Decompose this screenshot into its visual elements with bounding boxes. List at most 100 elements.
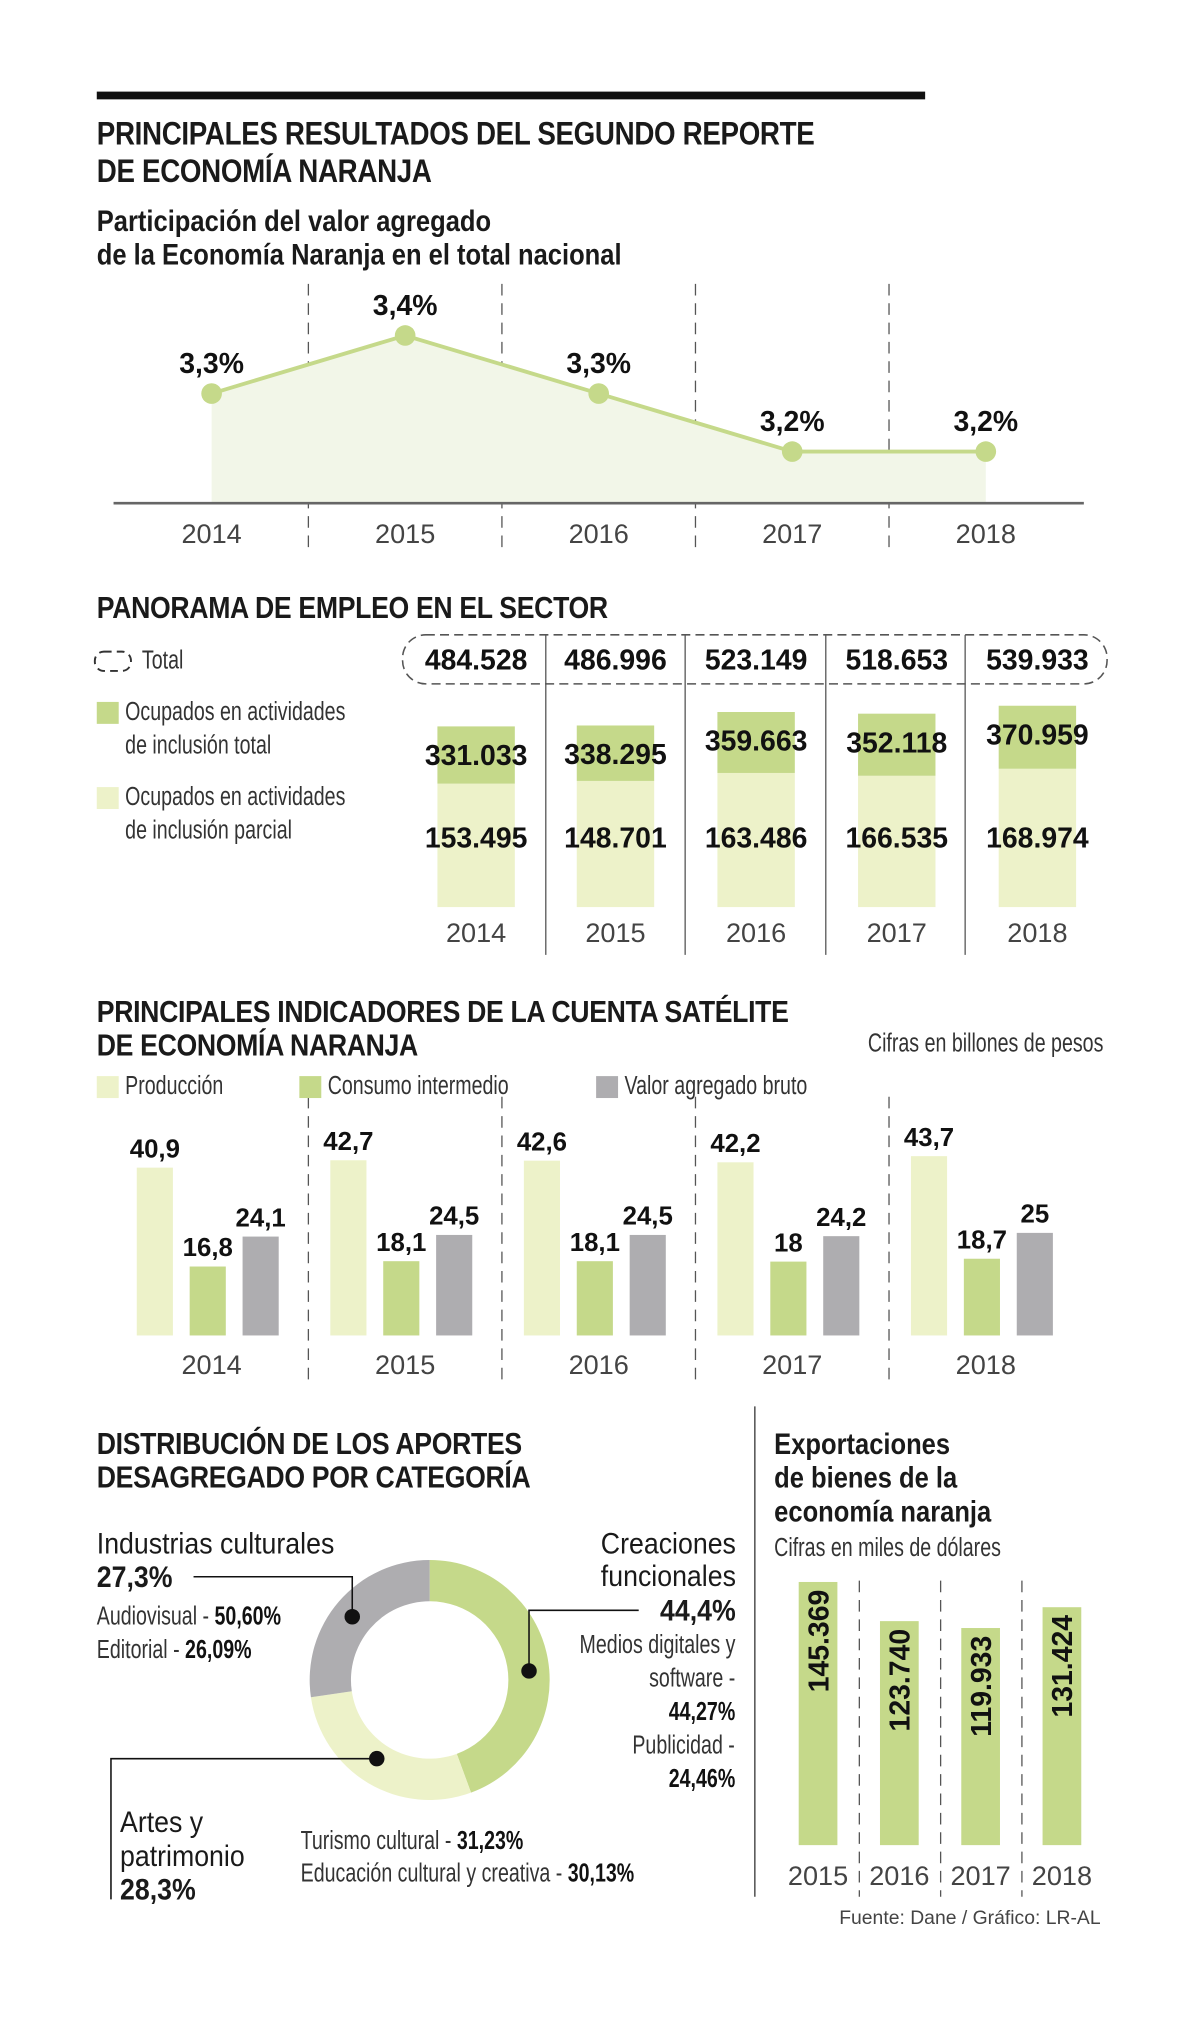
- bar-value-label: 42,7: [323, 1128, 373, 1156]
- top-rule: [96, 91, 926, 100]
- export-bar: [1042, 1607, 1082, 1846]
- donut-slice: [310, 1691, 472, 1800]
- bar-value-label: 42,6: [517, 1128, 567, 1156]
- bar-produccion: [136, 1167, 173, 1336]
- legend-inclusion-total-swatch: [96, 701, 119, 724]
- bar-valor: [823, 1236, 860, 1336]
- legend-produccion-label: Producción: [125, 1072, 224, 1101]
- line-chart-title-line2: de la Economía Naranja en el total nacio…: [96, 237, 622, 271]
- leader-dot: [344, 1609, 360, 1625]
- data-point: [394, 325, 416, 346]
- exports-title-line1: Exportaciones: [774, 1427, 951, 1461]
- bar-value-label: 18: [774, 1229, 803, 1257]
- bar-segment-lower: [998, 768, 1077, 908]
- x-tick-label: 2014: [181, 518, 241, 549]
- inclusion-parcial-label: 166.535: [845, 823, 948, 855]
- source-credit: Fuente: Dane / Gráfico: LR-AL: [839, 1907, 1101, 1929]
- legend-inclusion-parcial-line2: de inclusión parcial: [125, 816, 292, 846]
- artes-detail-2: Educación cultural y creativa - 30,13%: [300, 1859, 635, 1888]
- inclusion-total-label: 370.959: [986, 719, 1089, 751]
- industrias-name: Industrias culturales: [96, 1526, 335, 1560]
- bar-value-label: 24,5: [623, 1203, 673, 1231]
- bar-consumo: [576, 1261, 613, 1336]
- leader-line-artes: [110, 1757, 377, 1900]
- bar-segment-upper: [998, 705, 1077, 769]
- bar-value-label: 24,2: [816, 1204, 866, 1232]
- legend-valor-label: Valor agregado bruto: [624, 1072, 808, 1101]
- x-tick-label: 2016: [869, 1860, 929, 1891]
- bar-segment-upper: [437, 726, 515, 784]
- data-point: [201, 383, 222, 404]
- legend-inclusion-parcial-swatch: [96, 787, 119, 810]
- x-tick-label: 2017: [762, 1349, 822, 1380]
- legend-total-label: Total: [141, 646, 184, 675]
- bar-produccion: [910, 1156, 948, 1336]
- data-point: [975, 441, 997, 462]
- bar-value-label: 18,1: [376, 1229, 426, 1257]
- x-tick-label: 2014: [446, 917, 506, 948]
- inclusion-parcial-label: 168.974: [986, 823, 1089, 855]
- export-bar: [879, 1621, 919, 1846]
- page-title-line1: PRINCIPALES RESULTADOS DEL SEGUNDO REPOR…: [96, 116, 815, 153]
- data-label: 3,2%: [760, 406, 825, 438]
- bar-segment-lower: [717, 772, 795, 908]
- creaciones-detail-1-line2: software -: [649, 1664, 736, 1693]
- x-tick-label: 2015: [375, 1349, 435, 1380]
- bar-segment-lower: [437, 783, 515, 908]
- total-label: 484.528: [425, 645, 528, 677]
- bar-value-label: 16,8: [183, 1234, 233, 1262]
- data-label: 3,2%: [953, 406, 1018, 438]
- artes-detail-1: Turismo cultural - 31,23%: [300, 1827, 524, 1856]
- total-label: 518.653: [845, 645, 948, 677]
- creaciones-detail-1-line1: Medios digitales y: [579, 1630, 736, 1660]
- bar-segment-upper: [717, 712, 795, 773]
- x-tick-label: 2018: [1007, 917, 1067, 948]
- x-tick-label: 2015: [788, 1860, 848, 1891]
- exports-unit-note: Cifras en miles de dólares: [774, 1534, 1001, 1563]
- total-label: 523.149: [705, 645, 808, 677]
- bar-segment-upper: [858, 713, 936, 776]
- bar-value-label: 42,2: [710, 1130, 760, 1158]
- creaciones-detail-2-value: 24,46%: [668, 1765, 736, 1794]
- leader-dot: [521, 1663, 537, 1679]
- x-tick-label: 2016: [569, 518, 629, 549]
- inclusion-total-label: 359.663: [705, 726, 808, 758]
- export-bar: [798, 1581, 838, 1846]
- export-value-label: 131.424: [1047, 1615, 1079, 1718]
- legend-inclusion-total-line2: de inclusión total: [125, 731, 272, 760]
- inclusion-parcial-label: 163.486: [705, 823, 808, 855]
- total-label: 539.933: [986, 645, 1089, 677]
- legend-produccion-swatch: [96, 1076, 119, 1099]
- artes-value: 28,3%: [119, 1872, 196, 1906]
- bar-consumo: [770, 1261, 807, 1336]
- bar-value-label: 18,1: [570, 1229, 620, 1257]
- x-tick-label: 2016: [726, 917, 786, 948]
- total-label: 486.996: [564, 645, 667, 677]
- bar-consumo: [383, 1261, 420, 1336]
- inclusion-total-label: 352.118: [846, 727, 947, 759]
- bar-value-label: 43,7: [904, 1124, 954, 1152]
- bar-value-label: 24,1: [236, 1204, 286, 1232]
- inclusion-total-label: 331.033: [425, 740, 528, 772]
- inclusion-total-label: 338.295: [564, 739, 667, 771]
- bar-value-label: 24,5: [429, 1203, 479, 1231]
- x-tick-label: 2017: [762, 518, 822, 549]
- inclusion-parcial-label: 148.701: [564, 823, 667, 855]
- indicators-title-line2: DE ECONOMÍA NARANJA: [96, 1028, 419, 1064]
- donut-slice: [309, 1559, 430, 1698]
- bar-value-label: 25: [1020, 1201, 1049, 1229]
- data-point: [588, 383, 610, 404]
- page-title-line2: DE ECONOMÍA NARANJA: [96, 153, 432, 190]
- leader-dot: [369, 1750, 385, 1767]
- employment-title: PANORAMA DE EMPLEO EN EL SECTOR: [96, 590, 608, 626]
- total-row-outline: [401, 634, 1108, 685]
- exports-title-line3: economía naranja: [774, 1494, 992, 1528]
- export-value-label: 123.740: [885, 1629, 917, 1732]
- line-chart-title-line1: Participación del valor agregado: [96, 203, 492, 238]
- leader-line-creaciones: [528, 1609, 639, 1671]
- legend-inclusion-parcial-line1: Ocupados en actividades: [125, 783, 346, 812]
- bar-consumo: [963, 1258, 1000, 1336]
- total-legend-icon: [93, 650, 132, 672]
